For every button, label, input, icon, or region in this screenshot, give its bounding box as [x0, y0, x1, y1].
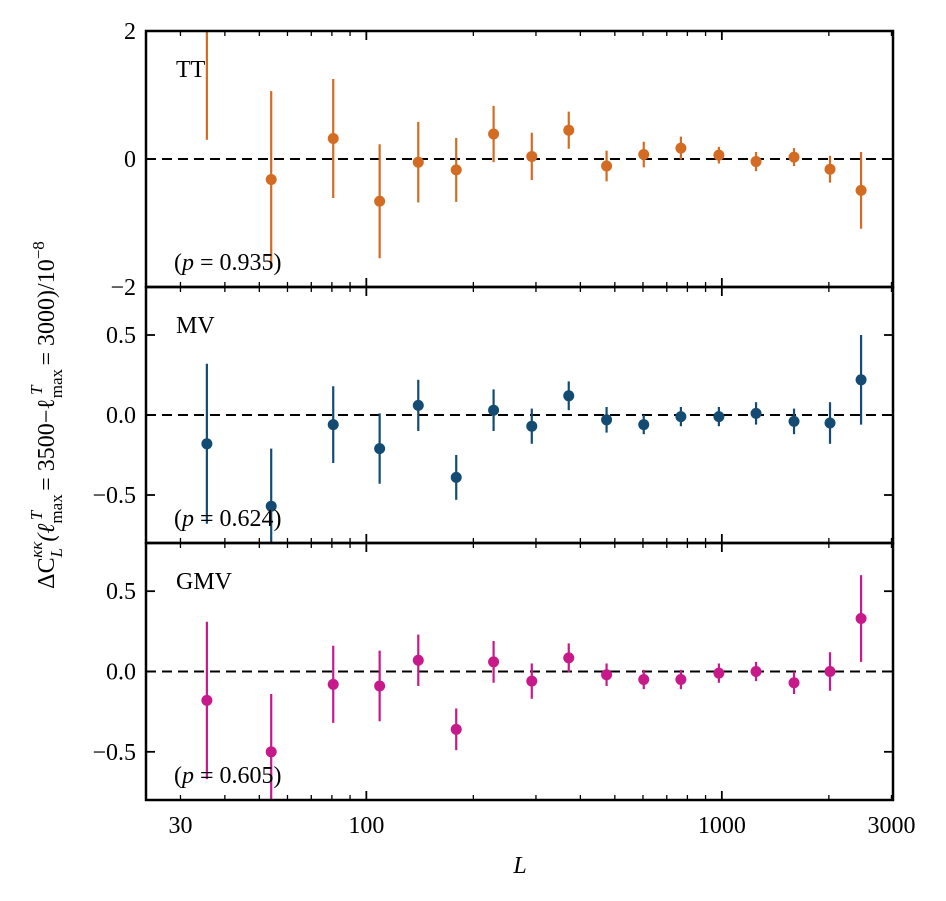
data-series-tt — [201, 0, 867, 268]
panel-label-gmv: GMV — [176, 569, 233, 595]
y-tick-label: 0.0 — [106, 660, 136, 686]
panels: −2 0 2 TT (p = 0.935) −0.5 0.0 0.5 MV (p = 0.624)… — [92, 0, 915, 839]
panel-tt: −2 0 2 TT (p = 0.935) — [110, 0, 895, 301]
data-point — [713, 149, 725, 161]
y-tick-label: 0.5 — [106, 323, 136, 349]
data-series-mv — [201, 335, 867, 543]
data-point — [601, 669, 613, 681]
data-point — [855, 184, 867, 196]
data-point — [488, 128, 500, 140]
data-point — [750, 156, 762, 168]
data-point — [855, 612, 867, 624]
data-point — [201, 694, 213, 706]
data-point — [201, 0, 212, 5]
p-value-label: (p = 0.624) — [174, 506, 282, 532]
data-point — [327, 133, 339, 145]
y-tick-label: 0.5 — [106, 579, 136, 605]
data-point — [265, 500, 277, 512]
data-point — [675, 674, 687, 686]
data-point — [675, 142, 687, 154]
data-point — [526, 420, 538, 432]
data-point — [327, 678, 339, 690]
data-point — [412, 156, 424, 168]
data-point — [450, 723, 462, 735]
data-point — [713, 667, 725, 679]
panel-label-tt: TT — [176, 57, 206, 83]
data-point — [374, 195, 386, 207]
data-series-gmv — [201, 575, 867, 800]
y-tick-label: −2 — [110, 275, 136, 301]
x-axis-title: L — [512, 853, 526, 879]
y-tick-label: −0.5 — [92, 740, 136, 766]
data-point — [638, 149, 650, 161]
y-tick-label: 0 — [124, 147, 136, 173]
data-point — [265, 746, 277, 758]
data-point — [450, 471, 462, 483]
x-tick-label: 1000 — [698, 813, 746, 839]
data-point — [638, 419, 650, 431]
panel-label-mv: MV — [176, 313, 215, 339]
data-point — [824, 163, 836, 175]
data-point — [526, 150, 538, 162]
y-tick-label: 2 — [124, 19, 136, 45]
data-point — [601, 160, 613, 172]
data-point — [824, 666, 836, 677]
data-point — [750, 666, 762, 677]
data-point — [713, 411, 725, 423]
data-point — [488, 404, 500, 416]
data-point — [824, 417, 836, 429]
data-point — [855, 374, 867, 386]
data-point — [488, 656, 500, 668]
x-tick-label: 30 — [168, 813, 192, 839]
y-tick-label: 0.0 — [106, 403, 136, 429]
data-point — [265, 173, 277, 185]
x-tick-label: 100 — [348, 813, 384, 839]
data-point — [750, 407, 762, 419]
data-point — [526, 675, 538, 687]
p-value-label: (p = 0.605) — [174, 763, 282, 789]
panel-mv: −0.5 0.0 0.5 MV (p = 0.624) — [92, 285, 895, 545]
data-point — [450, 164, 462, 176]
data-point — [563, 124, 575, 136]
data-point — [412, 654, 424, 666]
data-point — [563, 652, 575, 664]
data-point — [788, 677, 800, 689]
y-axis-title: ΔCLκκ(ℓmaxT = 3500−ℓmaxT = 3000)/10−8 — [27, 241, 66, 589]
x-tick-label: 3000 — [867, 813, 915, 839]
data-point — [788, 415, 800, 427]
panel-gmv: −0.5 0.0 0.5 GMV (p = 0.605) — [92, 541, 895, 802]
data-point — [563, 390, 575, 402]
data-point — [675, 411, 687, 423]
data-point — [327, 419, 339, 431]
p-value-label: (p = 0.935) — [174, 250, 282, 276]
data-point — [601, 414, 613, 426]
data-point — [788, 151, 800, 163]
data-point — [374, 443, 386, 455]
y-tick-label: −0.5 — [92, 483, 136, 509]
data-point — [201, 438, 213, 450]
data-point — [638, 674, 650, 686]
data-point — [412, 399, 424, 411]
data-point — [374, 680, 386, 692]
